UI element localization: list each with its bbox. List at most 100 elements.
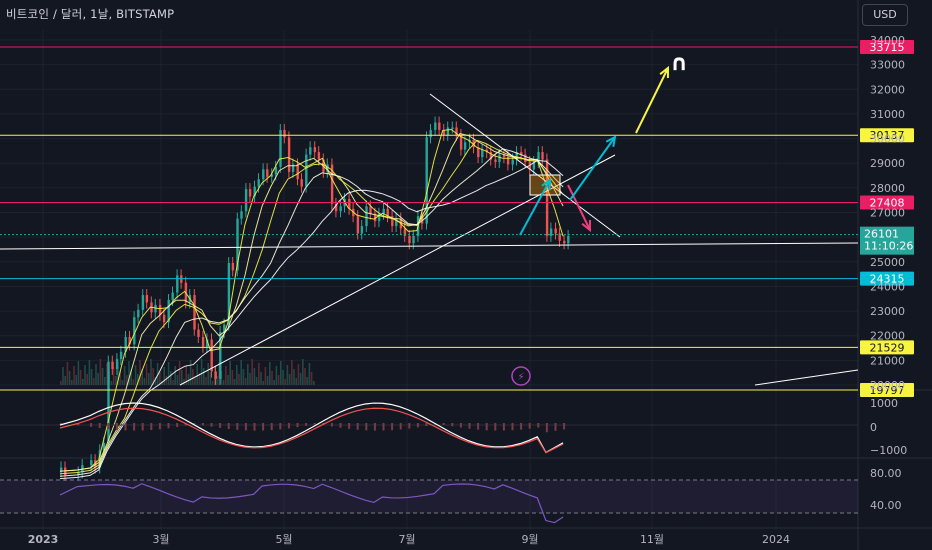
macd-hist-bar [520,423,523,430]
chart-title: 비트코인 / 달러, 1날, BITSTAMP [6,7,175,21]
macd-hist-bar [416,423,419,428]
candle-body [554,228,557,234]
candle-body [300,179,303,187]
candle-body [287,137,291,172]
time-tick: 11월 [640,533,664,546]
candle-body [412,235,415,244]
level-label: 24315 [870,273,905,286]
candle-body [455,127,458,135]
macd-hist-bar [494,423,497,431]
macd-hist-bar [425,423,428,427]
macd-hist-bar [133,423,136,431]
candle-body [391,216,394,227]
candle-body [115,359,119,369]
candle-body [205,339,209,347]
volume-bar [66,362,69,385]
volume-bar [205,377,207,385]
level-label-bg [860,128,914,143]
macd-hist-bar [563,423,566,430]
macd-hist-bar [98,423,101,429]
macd-hist-bar [296,423,299,428]
macd-hist-bar [537,423,540,428]
arrow-cyan-up-2 [569,136,616,201]
macd-hist-bar [305,423,308,426]
candle-body [133,317,136,345]
time-tick: 9월 [521,533,538,546]
candle-body [176,275,179,293]
macd-hist-bar [330,423,333,427]
volume-bar [178,361,181,385]
volume-bar [310,372,313,385]
candle-body [477,147,480,158]
macd-hist-bar [270,423,273,431]
candle-body [446,127,450,135]
volume-bar [198,373,201,385]
level-label-bg [860,340,914,355]
volume-bar [255,377,258,385]
time-tick: 5월 [275,533,292,546]
macd-hist-bar [554,423,557,431]
macd-hist-bar [468,423,471,429]
arrow-pink-down [567,184,591,231]
macd-hist-bar [399,423,402,430]
candle-body [257,179,260,187]
volume-bar [293,369,295,385]
volume-bar [95,364,97,385]
price-tick: 33000 [870,59,905,72]
magnet-symbol: ∩ [670,51,688,76]
volume-bar [275,366,278,385]
volume-bar [176,375,179,385]
rsi-tick: 40.00 [870,499,902,512]
volume-bar [84,365,86,385]
currency-button[interactable]: USD [862,4,908,26]
volume-bar [141,369,143,385]
volume-bar [247,364,249,385]
macd-hist-bar [141,423,144,431]
volume-bar [240,360,242,385]
candle-body [348,198,351,209]
volume-bar [181,370,183,385]
volume-bar [196,364,198,385]
volume-bar [145,364,148,385]
macd-hist-bar [77,423,80,426]
candle-body [377,213,381,222]
macd-hist-bar [408,423,411,429]
candle-body [145,295,149,303]
volume-bar [161,381,163,385]
candle-body [197,329,200,337]
candle-body [459,134,463,150]
candle-body [111,361,114,369]
volume-bar [132,379,135,385]
macd-hist-bar [356,423,359,430]
volume-bar [207,363,209,385]
level-label-bg [860,383,914,398]
volume-bar [110,381,113,385]
candle-body [171,292,174,300]
volume-bar [295,378,297,385]
rsi-band [0,480,858,513]
macd-line [59,402,564,454]
volume-bar [165,376,168,385]
volume-bar [174,366,176,385]
level-label: 19797 [870,384,905,397]
volume-bar [282,370,284,385]
time-tick: 2024 [762,533,790,546]
volume-bar [128,361,130,385]
macd-tick: 0 [870,421,877,434]
candle-body [236,218,239,271]
volume-bar [73,366,75,385]
candle-body [158,304,162,315]
volume-bar [242,369,245,385]
volume-bar [233,379,236,385]
candle-body [253,186,256,197]
candle-body [266,169,269,177]
candle-body [386,208,389,217]
candle-body [489,152,493,160]
candle-body [107,361,110,443]
volume-bar [104,377,106,385]
candle-body [326,164,329,172]
arrow-yellow-up [635,67,669,134]
candle-body [90,460,93,466]
volume-bar [119,371,121,385]
